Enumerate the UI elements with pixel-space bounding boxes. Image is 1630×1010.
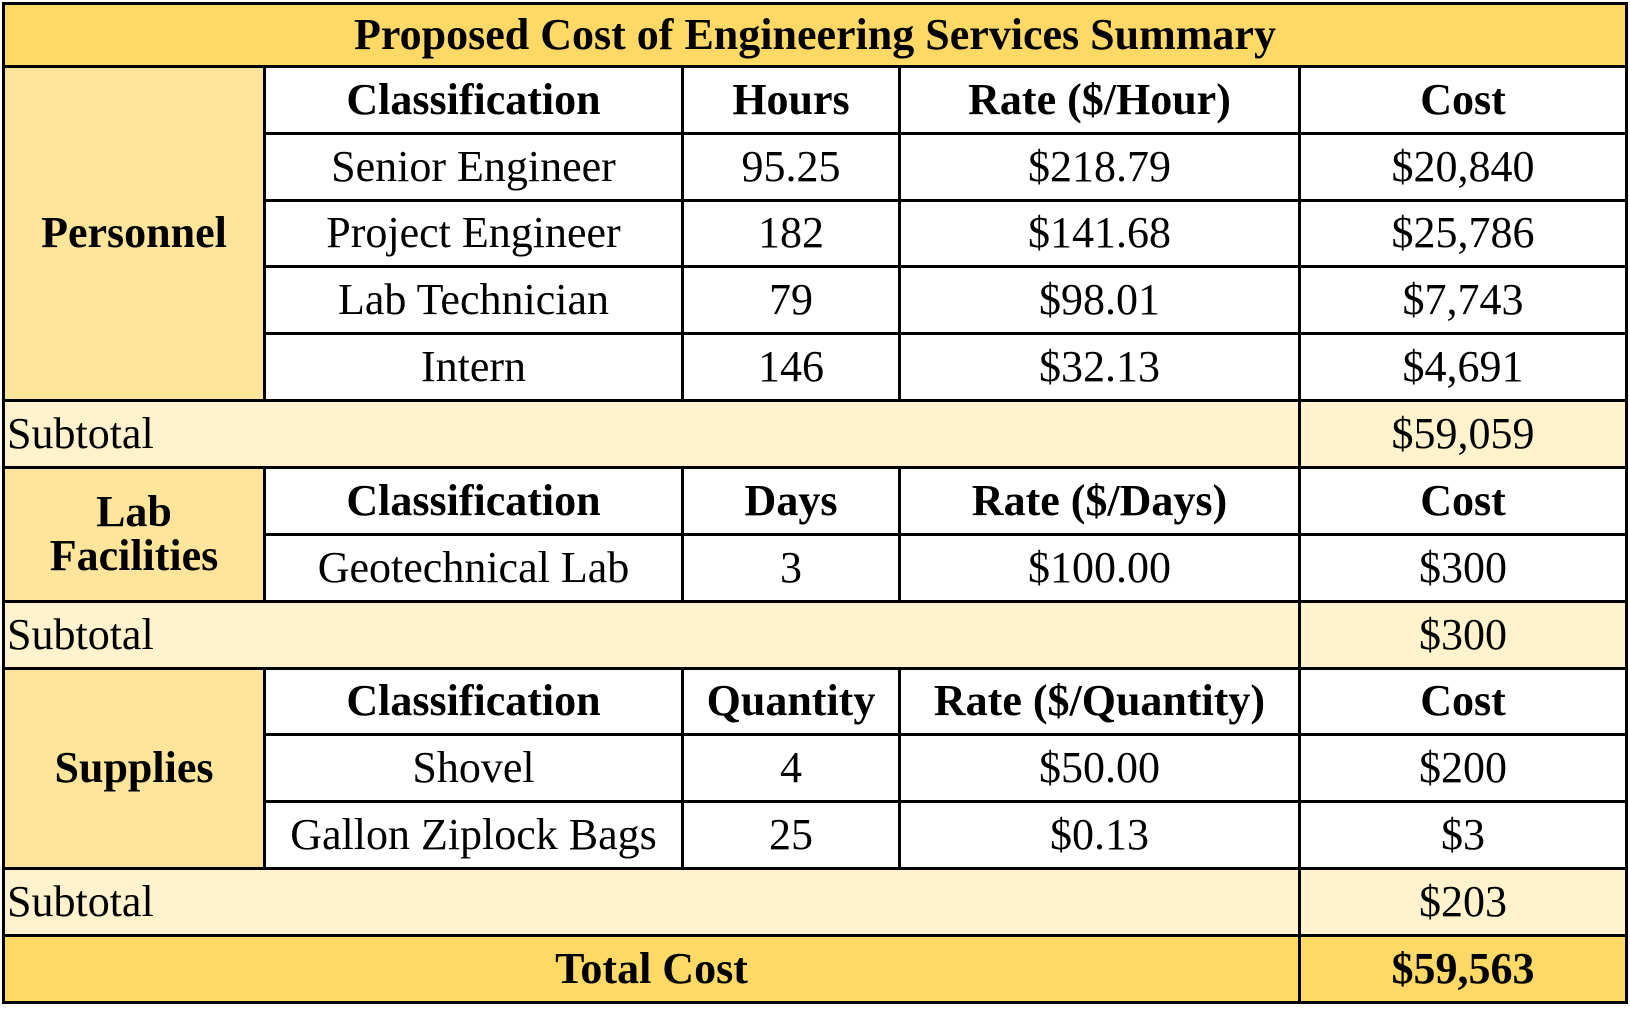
- column-header-classification[interactable]: Classification: [263, 465, 684, 536]
- quantity-cell[interactable]: 4: [681, 733, 901, 804]
- lab-header-row: Lab Facilities Classification Days Rate (…: [2, 465, 1628, 603]
- hours-cell[interactable]: 182: [681, 198, 901, 269]
- column-header-hours[interactable]: Hours: [681, 64, 901, 135]
- cost-cell[interactable]: $200: [1298, 733, 1628, 804]
- classification-cell[interactable]: Project Engineer: [263, 198, 684, 269]
- table-row: Project Engineer 182 $141.68 $25,786: [4, 198, 1628, 269]
- column-header-classification[interactable]: Classification: [263, 64, 684, 135]
- section-label-lab-facilities[interactable]: Lab Facilities: [2, 465, 266, 603]
- personnel-subtotal-row: Subtotal $59,059: [2, 399, 1628, 469]
- cost-cell[interactable]: $20,840: [1298, 131, 1628, 202]
- total-cost-label[interactable]: Total Cost: [2, 933, 1301, 1005]
- table-row: Gallon Ziplock Bags 25 $0.13 $3: [4, 800, 1628, 871]
- days-cell[interactable]: 3: [681, 532, 901, 603]
- classification-cell[interactable]: Lab Technician: [263, 265, 684, 336]
- rate-cell[interactable]: $141.68: [898, 198, 1301, 269]
- table-row: Lab Technician 79 $98.01 $7,743: [4, 265, 1628, 336]
- rate-cell[interactable]: $0.13: [898, 800, 1301, 871]
- title-row: Proposed Cost of Engineering Services Su…: [2, 2, 1628, 68]
- column-header-quantity[interactable]: Quantity: [681, 666, 901, 737]
- cost-cell[interactable]: $4,691: [1298, 332, 1628, 403]
- table-row: Intern 146 $32.13 $4,691: [4, 332, 1628, 403]
- section-label-line: Lab: [96, 487, 172, 537]
- cost-cell[interactable]: $25,786: [1298, 198, 1628, 269]
- personnel-header-row: Personnel Classification Hours Rate ($/H…: [2, 64, 1628, 403]
- column-header-rate[interactable]: Rate ($/Quantity): [898, 666, 1301, 737]
- supplies-subtotal-row: Subtotal $203: [2, 867, 1628, 937]
- subtotal-label[interactable]: Subtotal: [2, 867, 1301, 937]
- lab-subtotal-value[interactable]: $300: [1298, 599, 1628, 670]
- classification-cell[interactable]: Gallon Ziplock Bags: [263, 800, 684, 871]
- classification-cell[interactable]: Shovel: [263, 733, 684, 804]
- column-header-cost[interactable]: Cost: [1298, 666, 1628, 737]
- section-label-personnel[interactable]: Personnel: [2, 64, 266, 403]
- table-title[interactable]: Proposed Cost of Engineering Services Su…: [2, 2, 1628, 68]
- total-row: Total Cost $59,563: [2, 933, 1628, 1005]
- rate-cell[interactable]: $98.01: [898, 265, 1301, 336]
- cost-cell[interactable]: $7,743: [1298, 265, 1628, 336]
- classification-cell[interactable]: Geotechnical Lab: [263, 532, 684, 603]
- total-cost-value[interactable]: $59,563: [1298, 933, 1628, 1005]
- column-header-rate[interactable]: Rate ($/Hour): [898, 64, 1301, 135]
- column-header-cost[interactable]: Cost: [1298, 465, 1628, 536]
- section-label-supplies[interactable]: Supplies: [2, 666, 266, 871]
- personnel-subtotal-value[interactable]: $59,059: [1298, 399, 1628, 469]
- classification-cell[interactable]: Intern: [263, 332, 684, 403]
- hours-cell[interactable]: 79: [681, 265, 901, 336]
- cost-cell[interactable]: $300: [1298, 532, 1628, 603]
- rate-cell[interactable]: $218.79: [898, 131, 1301, 202]
- lab-subtotal-row: Subtotal $300: [2, 599, 1628, 670]
- supplies-header-row: Supplies Classification Quantity Rate ($…: [2, 666, 1628, 871]
- supplies-subtotal-value[interactable]: $203: [1298, 867, 1628, 937]
- quantity-cell[interactable]: 25: [681, 800, 901, 871]
- column-header-rate[interactable]: Rate ($/Days): [898, 465, 1301, 536]
- table-row: Shovel 4 $50.00 $200: [4, 733, 1628, 804]
- rate-cell[interactable]: $32.13: [898, 332, 1301, 403]
- hours-cell[interactable]: 146: [681, 332, 901, 403]
- column-header-days[interactable]: Days: [681, 465, 901, 536]
- rate-cell[interactable]: $50.00: [898, 733, 1301, 804]
- subtotal-label[interactable]: Subtotal: [2, 599, 1301, 670]
- cost-cell[interactable]: $3: [1298, 800, 1628, 871]
- rate-cell[interactable]: $100.00: [898, 532, 1301, 603]
- section-label-line: Facilities: [49, 531, 219, 581]
- subtotal-label[interactable]: Subtotal: [2, 399, 1301, 469]
- table-row: Geotechnical Lab 3 $100.00 $300: [4, 532, 1628, 603]
- column-header-cost[interactable]: Cost: [1298, 64, 1628, 135]
- hours-cell[interactable]: 95.25: [681, 131, 901, 202]
- classification-cell[interactable]: Senior Engineer: [263, 131, 684, 202]
- table-row: Senior Engineer 95.25 $218.79 $20,840: [4, 131, 1628, 202]
- column-header-classification[interactable]: Classification: [263, 666, 684, 737]
